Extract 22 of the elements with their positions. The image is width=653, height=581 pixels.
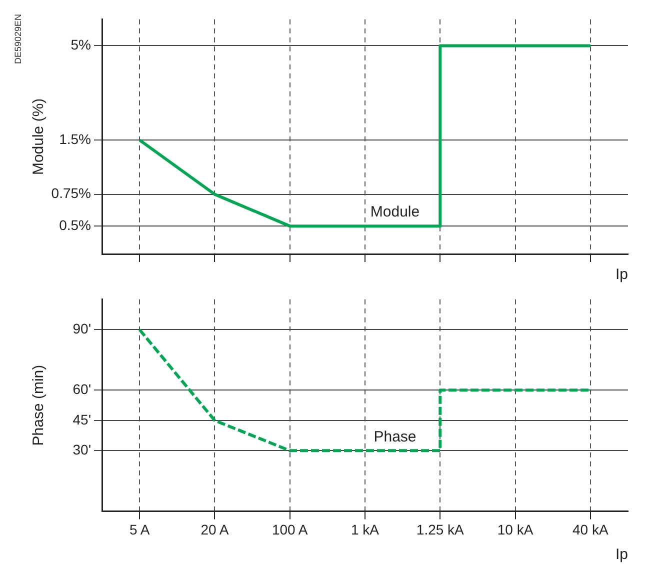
x-tick-label: 10 kA	[497, 521, 534, 538]
x-tick-label: 5 A	[129, 521, 150, 538]
y-tick-label: 5%	[70, 36, 91, 53]
x-axis-title: Ip	[615, 546, 628, 564]
text: DE59029EN	[12, 14, 23, 64]
y-tick-label: 45'	[72, 411, 91, 428]
x-tick-label: 1.25 kA	[416, 521, 465, 538]
x-tick-label: 40 kA	[572, 521, 609, 538]
series-label: Phase	[374, 428, 416, 446]
series-label: Module	[370, 204, 420, 221]
x-tick-label: 1 kA	[350, 521, 380, 538]
x-tick-label: 100 A	[272, 521, 308, 538]
y-tick-label: 90'	[72, 320, 91, 337]
y-axis-title: Module (%)	[30, 98, 48, 176]
y-tick-label: 1.5%	[59, 130, 91, 147]
y-tick-label: 0.5%	[59, 216, 91, 233]
x-axis-title: Ip	[615, 266, 628, 284]
y-tick-label: 0.75%	[51, 185, 91, 202]
y-tick-label: 30'	[72, 442, 91, 458]
x-tick-label: 20 A	[200, 521, 230, 538]
y-tick-label: 60'	[72, 381, 91, 398]
y-axis-title: Phase (min)	[30, 364, 48, 446]
